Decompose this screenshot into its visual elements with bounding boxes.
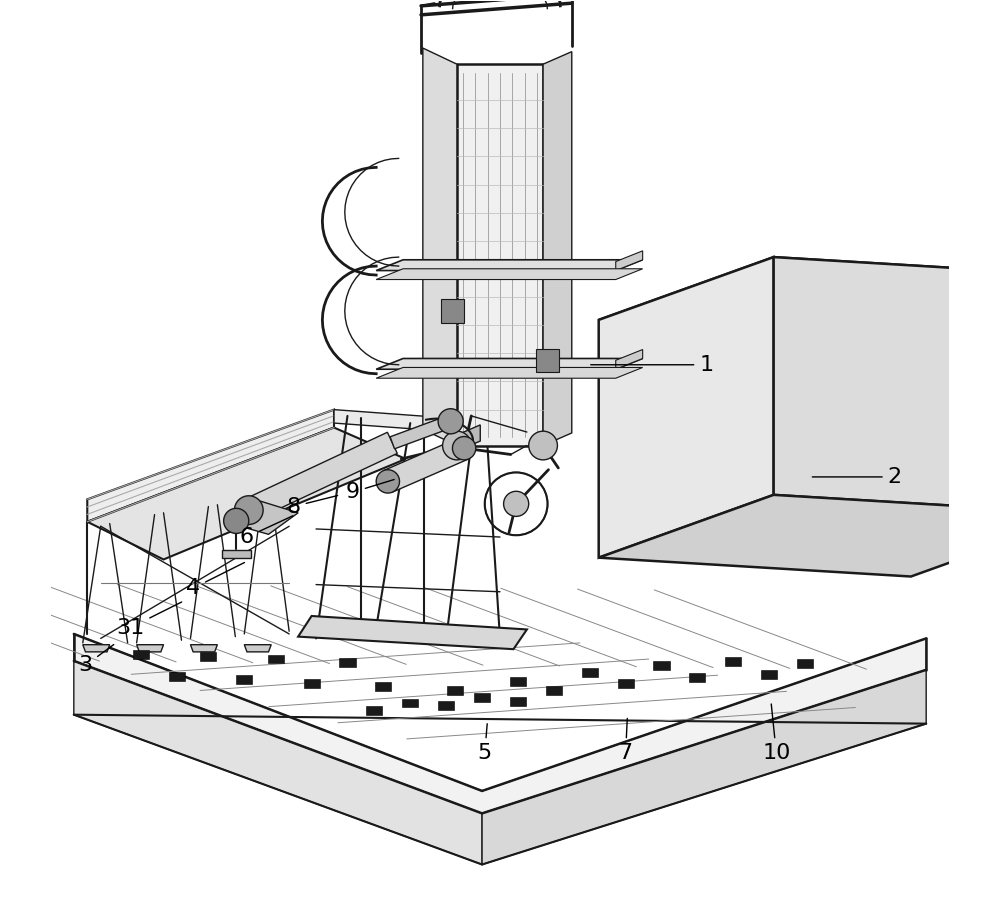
Polygon shape [304,679,320,688]
Polygon shape [298,616,527,649]
Polygon shape [546,686,562,695]
Polygon shape [510,697,526,706]
Polygon shape [376,358,643,369]
Polygon shape [334,410,518,436]
Polygon shape [375,682,391,691]
Polygon shape [438,701,454,710]
Text: 7: 7 [619,718,633,763]
Polygon shape [222,551,251,558]
Text: 6: 6 [240,516,293,547]
Polygon shape [376,269,643,280]
Circle shape [529,431,557,460]
Circle shape [443,431,471,460]
Polygon shape [137,644,164,652]
Polygon shape [482,670,926,865]
Polygon shape [616,349,643,369]
Circle shape [452,436,476,460]
Polygon shape [616,251,643,271]
Polygon shape [231,501,298,535]
Polygon shape [339,658,356,667]
Polygon shape [87,428,406,560]
Text: 2: 2 [812,467,902,487]
Circle shape [224,508,249,534]
Polygon shape [244,644,271,652]
Polygon shape [236,675,252,684]
Polygon shape [653,661,670,670]
Polygon shape [74,661,482,865]
Text: 5: 5 [478,724,492,763]
Polygon shape [74,634,926,814]
Circle shape [438,409,463,434]
Polygon shape [383,437,469,492]
Polygon shape [366,706,382,715]
Polygon shape [599,495,1000,577]
Polygon shape [599,257,1000,338]
Polygon shape [169,671,185,680]
Polygon shape [510,677,526,686]
Polygon shape [200,652,216,661]
Polygon shape [83,644,110,652]
Polygon shape [457,64,543,445]
Polygon shape [190,644,217,652]
Polygon shape [390,415,453,449]
Polygon shape [460,425,480,450]
Polygon shape [447,686,463,695]
Text: 8: 8 [287,496,338,517]
Polygon shape [423,48,457,446]
Text: 4: 4 [186,562,244,598]
Polygon shape [761,670,777,679]
Text: 3: 3 [78,644,114,675]
Polygon shape [543,51,572,446]
Polygon shape [689,673,705,682]
Polygon shape [618,679,634,688]
Polygon shape [774,257,1000,514]
Polygon shape [441,300,464,322]
Polygon shape [582,668,598,677]
Text: 31: 31 [116,602,182,637]
Text: 9: 9 [346,480,394,502]
Polygon shape [376,260,643,271]
Circle shape [234,496,263,525]
Polygon shape [797,659,813,668]
Polygon shape [725,657,741,666]
Polygon shape [244,432,397,521]
Circle shape [504,491,529,517]
Text: 1: 1 [591,355,713,374]
Polygon shape [402,698,418,707]
Polygon shape [268,654,284,663]
Polygon shape [536,348,559,372]
Polygon shape [133,650,149,659]
Circle shape [376,470,400,493]
Text: 10: 10 [762,704,791,763]
Polygon shape [599,257,774,558]
Polygon shape [474,693,490,702]
Polygon shape [87,410,334,522]
Polygon shape [376,367,643,378]
